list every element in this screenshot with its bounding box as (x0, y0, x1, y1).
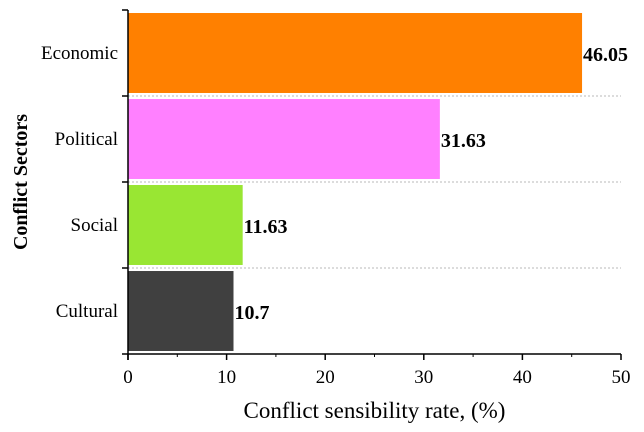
labels: Economic 46.05 Political 31.63 Social 11.63 Cu… (41, 43, 631, 388)
x-tick-label: 10 (217, 367, 236, 388)
category-label: Cultural (56, 301, 118, 322)
axes (122, 9, 622, 360)
x-tick-label: 40 (513, 367, 532, 388)
bars (128, 13, 583, 351)
x-tick-label: 0 (123, 367, 133, 388)
category-label: Economic (41, 43, 118, 64)
category-label: Political (55, 129, 118, 150)
data-label: 10.7 (235, 302, 270, 324)
bar-economic (128, 13, 583, 93)
bar-social (128, 185, 243, 265)
data-label: 11.63 (244, 216, 288, 238)
data-label: 31.63 (441, 130, 486, 152)
x-axis-title: Conflict sensibility rate, (%) (244, 398, 506, 423)
y-axis-title: Conflict Sectors (10, 114, 32, 250)
bar-political (128, 99, 440, 179)
data-label: 46.05 (583, 44, 628, 66)
x-tick-label: 30 (414, 367, 433, 388)
x-tick-label: 20 (316, 367, 335, 388)
category-label: Social (71, 215, 119, 236)
bar-cultural (128, 271, 234, 351)
x-tick-label: 50 (612, 367, 631, 388)
